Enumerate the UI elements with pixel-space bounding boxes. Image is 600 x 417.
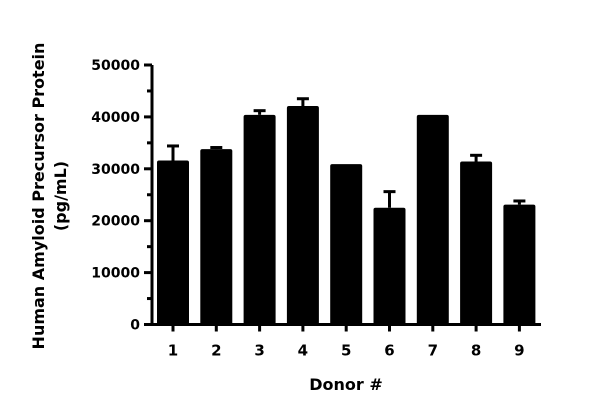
- x-tick-label: 7: [428, 342, 438, 360]
- bar: [460, 161, 493, 325]
- y-tick-label: 20000: [91, 214, 140, 230]
- bar: [373, 207, 406, 325]
- x-tick-label: 2: [211, 342, 221, 360]
- y-axis-label-line-2: (pg/mL): [51, 161, 70, 231]
- y-tick-label: 50000: [91, 58, 140, 74]
- x-tick-label: 9: [514, 342, 524, 360]
- bar: [200, 149, 233, 325]
- bar: [243, 114, 276, 325]
- bar: [330, 164, 363, 325]
- bar: [286, 106, 319, 325]
- x-tick-label: 4: [298, 342, 308, 360]
- bars: [157, 97, 536, 325]
- bar: [157, 160, 189, 325]
- y-tick-label: 40000: [91, 110, 140, 126]
- x-tick-label: 8: [471, 342, 481, 360]
- x-tick-label: 6: [384, 342, 394, 360]
- y-tick-label: 10000: [91, 266, 140, 282]
- bar: [416, 114, 449, 325]
- x-tick-label: 5: [341, 342, 351, 360]
- x-axis-label: Donor #: [309, 375, 383, 394]
- x-tick-label: 3: [254, 342, 264, 360]
- y-tick-label: 30000: [91, 162, 140, 178]
- y-tick-label: 0: [130, 318, 140, 334]
- y-axis: 0 10000 20000 30000 40000 50000: [91, 58, 154, 334]
- x-axis: 1 2 3 4 5 6 7 8 9: [150, 323, 541, 360]
- bar: [503, 204, 536, 325]
- x-tick-label: 1: [168, 342, 178, 360]
- y-axis-label-line-1: Human Amyloid Precursor Protein: [29, 43, 48, 350]
